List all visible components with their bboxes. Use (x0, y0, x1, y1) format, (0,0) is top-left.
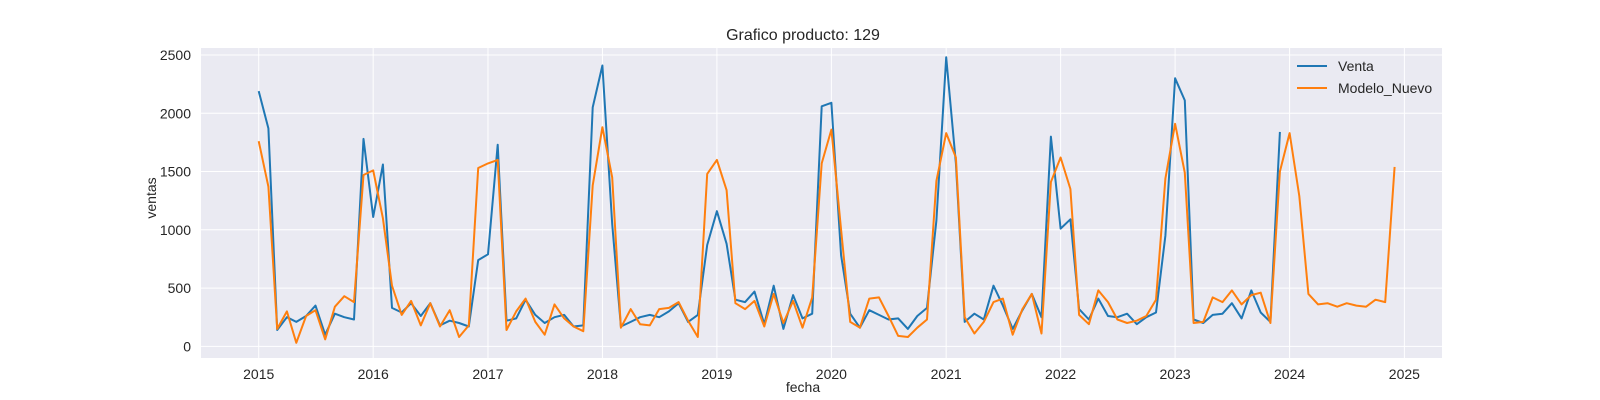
x-tick-label: 2018 (587, 366, 618, 382)
y-tick-label: 1000 (160, 222, 191, 238)
plot-area (201, 48, 1442, 358)
x-tick-label: 2025 (1389, 366, 1420, 382)
axis-ticks: 2015 2016 2017 2018 2019 2020 2021 2022 2023 2024… (160, 47, 1420, 382)
legend-label-venta: Venta (1338, 58, 1374, 74)
series-lines (257, 56, 1396, 344)
y-axis-label: ventas (143, 177, 159, 218)
chart-title: Grafico producto: 129 (726, 27, 880, 44)
x-tick-label: 2022 (1045, 366, 1076, 382)
y-tick-label: 0 (183, 338, 191, 354)
y-tick-label: 1500 (160, 164, 191, 180)
x-tick-label: 2019 (701, 366, 732, 382)
x-tick-label: 2024 (1274, 366, 1305, 382)
x-tick-label: 2016 (358, 366, 389, 382)
x-tick-label: 2020 (816, 366, 847, 382)
x-tick-label: 2023 (1160, 366, 1191, 382)
x-axis-label: fecha (786, 379, 820, 395)
y-tick-label: 2500 (160, 47, 191, 63)
x-tick-label: 2017 (472, 366, 503, 382)
legend-label-modelo-nuevo: Modelo_Nuevo (1338, 80, 1432, 96)
y-tick-label: 2000 (160, 105, 191, 121)
series-line-modelo-nuevo (257, 122, 1396, 344)
y-tick-label: 500 (168, 280, 192, 296)
x-tick-label: 2015 (243, 366, 274, 382)
grid (201, 48, 1442, 358)
x-tick-label: 2021 (931, 366, 962, 382)
legend: Venta Modelo_Nuevo (1297, 58, 1432, 96)
